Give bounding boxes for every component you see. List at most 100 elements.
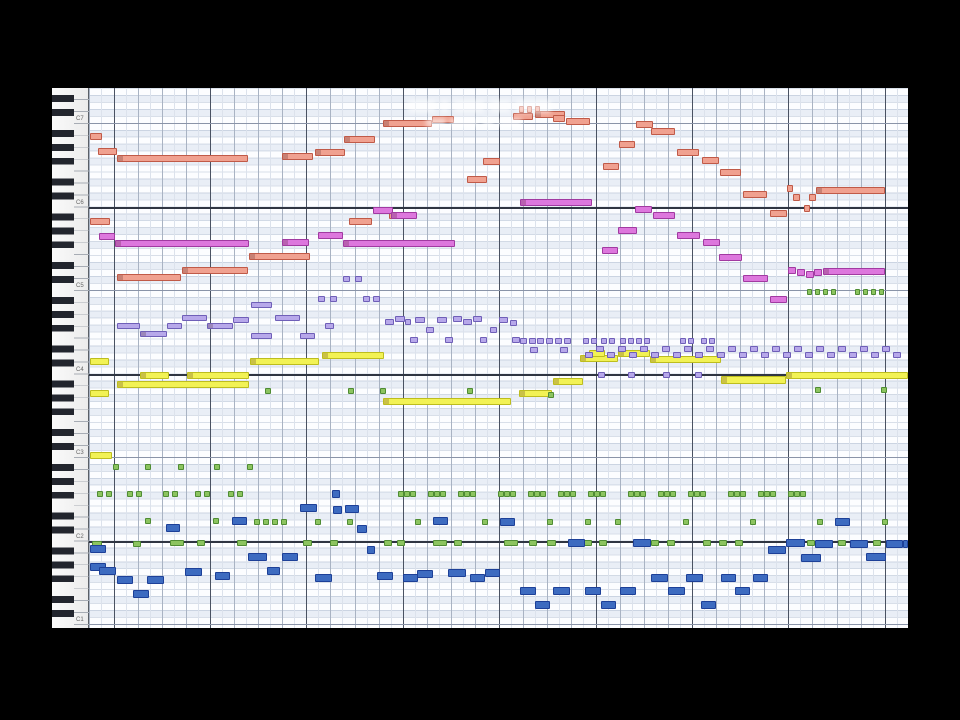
midi-note-arpeggio-purple[interactable]: [673, 352, 681, 358]
midi-note-arpeggio-purple[interactable]: [628, 372, 635, 378]
midi-note-perc-green[interactable]: [106, 491, 112, 497]
midi-note-bass-blue[interactable]: [248, 553, 267, 561]
midi-note-bass-blue[interactable]: [332, 490, 340, 498]
midi-note-bass-blue[interactable]: [417, 570, 433, 578]
midi-note-arpeggio-purple[interactable]: [117, 323, 140, 329]
midi-note-perc-green[interactable]: [700, 491, 706, 497]
midi-note-bass-blue[interactable]: [903, 540, 908, 548]
midi-note-arpeggio-purple[interactable]: [772, 346, 780, 352]
midi-note-arpeggio-purple[interactable]: [585, 352, 593, 358]
midi-note-arpeggio-purple[interactable]: [607, 352, 615, 358]
midi-note-melody-pink[interactable]: [391, 212, 417, 219]
midi-note-arpeggio-purple[interactable]: [275, 315, 300, 321]
midi-note-perc-green[interactable]: [330, 540, 338, 546]
midi-note-arpeggio-purple[interactable]: [530, 347, 538, 353]
midi-note-bass-blue[interactable]: [448, 569, 466, 577]
midi-note-perc-green[interactable]: [728, 491, 734, 497]
midi-note-pad-yellow[interactable]: [553, 378, 583, 385]
midi-note-arpeggio-purple[interactable]: [849, 352, 857, 358]
midi-note-arpeggio-purple[interactable]: [827, 352, 835, 358]
midi-note-perc-green[interactable]: [667, 540, 675, 546]
midi-note-perc-green[interactable]: [734, 491, 740, 497]
midi-note-melody-pink[interactable]: [618, 227, 637, 234]
midi-note-perc-green[interactable]: [570, 491, 576, 497]
midi-note-melody-salmon[interactable]: [603, 163, 619, 170]
midi-note-arpeggio-purple[interactable]: [480, 337, 487, 343]
midi-note-melody-salmon[interactable]: [117, 155, 248, 162]
midi-note-bass-blue[interactable]: [585, 587, 601, 595]
midi-note-perc-green[interactable]: [172, 491, 178, 497]
midi-note-melody-pink[interactable]: [282, 239, 309, 246]
midi-note-melody-salmon[interactable]: [182, 267, 248, 274]
midi-note-perc-green[interactable]: [740, 491, 746, 497]
midi-note-perc-green[interactable]: [384, 540, 392, 546]
midi-note-perc-green[interactable]: [204, 491, 210, 497]
midi-note-melody-pink[interactable]: [823, 268, 885, 275]
midi-note-arpeggio-purple[interactable]: [318, 296, 325, 302]
midi-note-perc-green[interactable]: [214, 464, 220, 470]
midi-note-melody-salmon[interactable]: [483, 158, 500, 165]
midi-note-perc-green[interactable]: [855, 289, 860, 295]
midi-note-perc-green[interactable]: [434, 491, 440, 497]
midi-note-pad-yellow[interactable]: [90, 390, 109, 397]
midi-note-melody-pink[interactable]: [806, 271, 814, 278]
midi-note-melody-salmon[interactable]: [467, 176, 487, 183]
midi-note-bass-blue[interactable]: [377, 572, 393, 580]
midi-note-arpeggio-purple[interactable]: [644, 338, 650, 344]
midi-note-perc-green[interactable]: [817, 519, 823, 525]
midi-note-arpeggio-purple[interactable]: [805, 352, 813, 358]
midi-note-arpeggio-purple[interactable]: [882, 346, 890, 352]
midi-note-arpeggio-purple[interactable]: [182, 315, 207, 321]
midi-note-melody-salmon[interactable]: [809, 194, 816, 201]
midi-note-melody-pink[interactable]: [653, 212, 675, 219]
midi-note-perc-green[interactable]: [547, 540, 556, 546]
midi-note-perc-green[interactable]: [564, 491, 570, 497]
midi-note-perc-green[interactable]: [398, 491, 404, 497]
midi-note-perc-green[interactable]: [719, 540, 727, 546]
midi-note-perc-green[interactable]: [640, 491, 646, 497]
midi-note-perc-green[interactable]: [628, 491, 634, 497]
midi-note-perc-green[interactable]: [548, 392, 554, 398]
midi-note-melody-pink[interactable]: [520, 199, 592, 206]
midi-note-perc-green[interactable]: [694, 491, 700, 497]
midi-note-bass-blue[interactable]: [866, 553, 886, 561]
midi-note-arpeggio-purple[interactable]: [728, 346, 736, 352]
midi-note-bass-blue[interactable]: [701, 601, 716, 609]
midi-note-arpeggio-purple[interactable]: [783, 352, 791, 358]
midi-note-bass-blue[interactable]: [117, 576, 133, 584]
midi-note-arpeggio-purple[interactable]: [750, 346, 758, 352]
midi-note-perc-green[interactable]: [415, 519, 421, 525]
midi-note-arpeggio-purple[interactable]: [555, 338, 562, 344]
midi-note-arpeggio-purple[interactable]: [663, 372, 670, 378]
midi-note-perc-green[interactable]: [113, 464, 119, 470]
midi-note-perc-green[interactable]: [133, 541, 141, 547]
midi-note-bass-blue[interactable]: [215, 572, 230, 580]
midi-note-arpeggio-purple[interactable]: [701, 338, 707, 344]
midi-note-perc-green[interactable]: [585, 519, 591, 525]
midi-note-perc-green[interactable]: [529, 540, 537, 546]
midi-note-perc-green[interactable]: [815, 387, 821, 393]
midi-note-perc-green[interactable]: [863, 289, 868, 295]
midi-note-bass-blue[interactable]: [99, 567, 116, 575]
midi-note-arpeggio-purple[interactable]: [838, 346, 846, 352]
midi-note-bass-blue[interactable]: [315, 574, 332, 582]
midi-note-arpeggio-purple[interactable]: [706, 346, 714, 352]
midi-note-melody-pink[interactable]: [797, 269, 805, 276]
midi-note-perc-green[interactable]: [247, 464, 253, 470]
midi-note-arpeggio-purple[interactable]: [512, 337, 520, 343]
midi-note-perc-green[interactable]: [670, 491, 676, 497]
midi-note-bass-blue[interactable]: [357, 525, 367, 533]
midi-note-perc-green[interactable]: [163, 491, 169, 497]
midi-note-perc-green[interactable]: [588, 491, 594, 497]
midi-note-perc-green[interactable]: [440, 491, 446, 497]
midi-note-bass-blue[interactable]: [850, 540, 868, 548]
midi-note-bass-blue[interactable]: [232, 517, 247, 525]
midi-note-arpeggio-purple[interactable]: [601, 338, 607, 344]
midi-note-arpeggio-purple[interactable]: [794, 346, 802, 352]
midi-note-perc-green[interactable]: [303, 540, 312, 546]
midi-note-perc-green[interactable]: [195, 491, 201, 497]
midi-note-pad-yellow[interactable]: [90, 358, 109, 365]
midi-note-arpeggio-purple[interactable]: [343, 276, 350, 282]
midi-note-melody-pink[interactable]: [99, 233, 115, 240]
midi-note-perc-green[interactable]: [794, 491, 800, 497]
